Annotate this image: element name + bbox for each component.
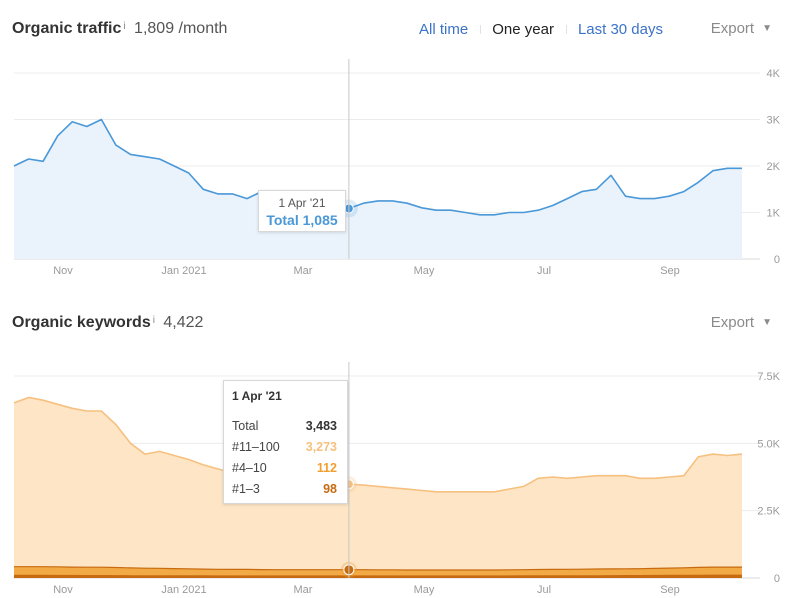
x-tick-label: Jan 2021 — [161, 265, 206, 277]
y-tick-label: 0 — [774, 254, 780, 266]
hover-marker — [343, 564, 355, 576]
tooltip-row-value: 98 — [323, 482, 337, 496]
x-tick-label: Nov — [53, 265, 73, 277]
keywords-title: Organic keywords — [12, 314, 151, 331]
traffic-series-line — [13, 118, 742, 216]
traffic-tooltip-total: Total 1,085 — [259, 212, 345, 228]
keywords-title-group: Organic keywords i 4,422 — [12, 308, 203, 338]
tooltip-row-label: Total — [232, 419, 259, 433]
x-tick-label: Sep — [660, 584, 680, 596]
keywords-tooltip: 1 Apr '21 Total 3,483 #11–100 3,273 #4–1… — [223, 380, 348, 504]
x-tick-label: Jul — [537, 584, 551, 596]
hover-marker-halo — [340, 561, 357, 578]
tooltip-row-label: #4–10 — [232, 461, 267, 475]
x-tick-label: Mar — [294, 265, 313, 277]
traffic-tooltip-date: 1 Apr '21 — [278, 196, 326, 210]
y-tick-label: 1K — [767, 208, 781, 220]
tooltip-row-value: 3,273 — [305, 440, 337, 454]
keywords-total-area — [14, 397, 742, 578]
keywords-tooltip-date: 1 Apr '21 — [232, 389, 282, 403]
tooltip-row-label: #1–3 — [232, 482, 260, 496]
export-label: Export — [710, 314, 755, 331]
traffic-tooltip-total-value: 1,085 — [302, 212, 338, 228]
x-tick-label: Nov — [53, 584, 73, 596]
tooltip-row-11-100: #11–100 3,273 — [232, 437, 337, 458]
tab-last-30-days[interactable]: Last 30 days — [565, 21, 675, 38]
tooltip-row-value: 112 — [316, 461, 337, 475]
traffic-tooltip: 1 Apr '21 Total 1,085 — [258, 190, 346, 232]
tab-all-time[interactable]: All time — [419, 20, 469, 38]
x-tick-label: Jan 2021 — [161, 584, 206, 596]
y-tick-label: 0 — [774, 573, 780, 585]
tooltip-row-4-10: #4–10 112 — [232, 458, 337, 479]
keywords-header: Organic keywords i 4,422 Export ▼ — [0, 308, 800, 338]
tooltip-row-value: 3,483 — [305, 419, 337, 433]
traffic-header: Organic traffic i 1,809 /month All time O… — [0, 14, 800, 44]
tooltip-row-label: #11–100 — [232, 440, 280, 454]
y-tick-label: 5.0K — [757, 438, 780, 450]
x-tick-label: May — [414, 584, 435, 596]
y-tick-label: 7.5K — [757, 371, 780, 383]
y-tick-label: 2.5K — [757, 506, 780, 518]
y-tick-label: 3K — [767, 115, 781, 127]
keywords-export-button[interactable]: Export ▼ — [711, 308, 772, 338]
keywords-metric: 4,422 — [163, 314, 204, 331]
traffic-area — [14, 119, 742, 259]
keywords-4-10-line — [14, 566, 742, 571]
tooltip-row-total: Total 3,483 — [232, 416, 337, 437]
x-tick-label: Sep — [660, 265, 680, 277]
keywords-total-line — [13, 396, 743, 493]
tab-one-year[interactable]: One year — [480, 21, 566, 38]
chevron-down-icon: ▼ — [762, 23, 772, 34]
traffic-chart[interactable]: 0 1K 2K 3K 4K Nov Jan 2021 Mar May Jul Sep — [0, 0, 800, 290]
x-tick-label: Mar — [294, 584, 313, 596]
y-tick-label: 4K — [767, 68, 781, 80]
x-tick-label: Jul — [537, 265, 551, 277]
keywords-4-10-area — [14, 566, 742, 578]
traffic-title-group: Organic traffic i 1,809 /month — [12, 14, 227, 44]
keywords-1-3-area — [14, 574, 742, 578]
export-label: Export — [710, 20, 755, 37]
range-tabs: All time One year Last 30 days — [407, 14, 675, 44]
traffic-title: Organic traffic — [12, 20, 122, 37]
info-icon[interactable]: i — [152, 315, 155, 326]
traffic-export-button[interactable]: Export ▼ — [711, 14, 772, 44]
tooltip-row-1-3: #1–3 98 — [232, 479, 337, 500]
traffic-tooltip-total-label: Total — [266, 212, 299, 228]
x-tick-label: May — [414, 265, 435, 277]
chevron-down-icon: ▼ — [762, 317, 772, 328]
info-icon[interactable]: i — [123, 21, 126, 32]
traffic-metric: 1,809 /month — [134, 20, 228, 37]
y-tick-label: 2K — [767, 161, 781, 173]
